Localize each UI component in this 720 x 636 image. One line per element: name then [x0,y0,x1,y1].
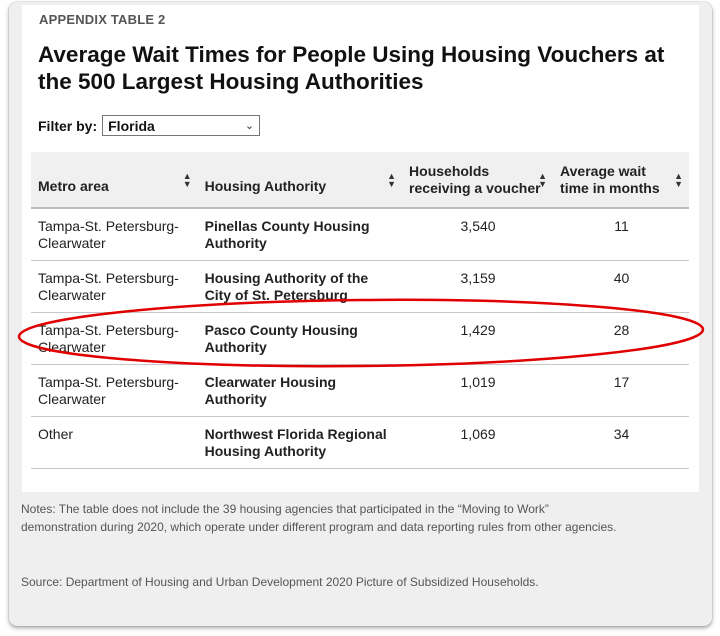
table-header-row: Metro area ▲ ▼ Housing Authority ▲ ▼ House… [31,152,689,209]
table-row: Tampa-St. Petersburg-Clearwater Pasco Co… [31,312,689,365]
filter-select[interactable]: Florida ⌄ [102,115,261,136]
cell-metro: Tampa-St. Petersburg-Clearwater [31,208,198,261]
cell-metro: Tampa-St. Petersburg-Clearwater [31,260,198,313]
cell-wait: 40 [553,260,689,313]
cell-wait: 34 [553,416,689,469]
cell-metro: Tampa-St. Petersburg-Clearwater [31,364,198,417]
cell-metro: Tampa-St. Petersburg-Clearwater [31,312,198,365]
page-title: Average Wait Times for People Using Hous… [38,42,665,94]
filter-bar: Filter by: Florida ⌄ [38,115,261,136]
cell-authority: Housing Authority of the City of St. Pet… [197,260,403,313]
cell-authority: Clearwater Housing Authority [197,364,403,417]
table-row: Tampa-St. Petersburg-Clearwater Pinellas… [31,208,689,261]
cell-authority: Pinellas County Housing Authority [197,208,403,261]
cell-households: 1,069 [402,416,554,469]
card: APPENDIX TABLE 2 Average Wait Times for … [9,2,712,626]
table-notes: Notes: The table does not include the 39… [21,502,617,534]
cell-households: 1,019 [402,364,554,417]
cell-households: 3,159 [402,260,554,313]
appendix-label: APPENDIX TABLE 2 [39,12,166,27]
cell-households: 1,429 [402,312,554,365]
table-row: Tampa-St. Petersburg-Clearwater Housing … [31,260,689,313]
filter-label: Filter by: [38,117,98,134]
cell-wait: 28 [553,312,689,365]
sort-icon: ▲ ▼ [538,171,548,189]
cell-authority: Pasco County Housing Authority [197,312,403,365]
table-row: Tampa-St. Petersburg-Clearwater Clearwat… [31,364,689,417]
cell-wait: 11 [553,208,689,261]
header-metro-area[interactable]: Metro area ▲ ▼ [31,152,198,209]
sort-icon: ▲ ▼ [387,171,397,189]
data-table: Metro area ▲ ▼ Housing Authority ▲ ▼ House… [31,152,689,469]
cell-metro: Other [31,416,198,469]
cell-authority: Northwest Florida Regional Housing Autho… [197,416,403,469]
header-households[interactable]: Households receiving a voucher ▲ ▼ [402,152,554,209]
table-row: Other Northwest Florida Regional Housing… [31,416,689,469]
header-housing-authority[interactable]: Housing Authority ▲ ▼ [197,152,403,209]
table-panel: APPENDIX TABLE 2 Average Wait Times for … [22,5,699,492]
sort-icon: ▲ ▼ [674,171,683,189]
filter-select-value: Florida [108,117,155,134]
header-wait-time[interactable]: Average wait time in months ▲ ▼ [553,152,689,209]
sort-icon: ▲ ▼ [182,171,192,189]
cell-wait: 17 [553,364,689,417]
chevron-down-icon: ⌄ [244,120,255,132]
cell-households: 3,540 [402,208,554,261]
table-source: Source: Department of Housing and Urban … [21,575,539,589]
